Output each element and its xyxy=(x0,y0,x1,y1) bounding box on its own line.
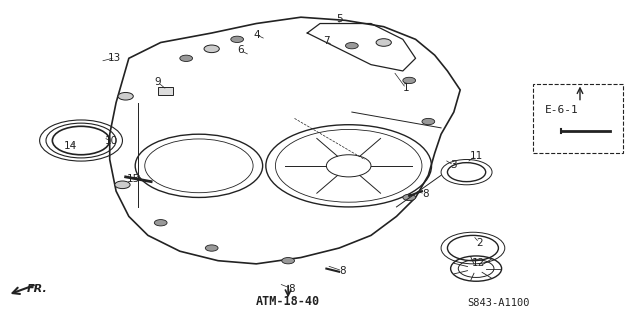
Text: 8: 8 xyxy=(422,189,428,199)
Circle shape xyxy=(180,55,193,62)
Text: 15: 15 xyxy=(127,174,141,184)
Circle shape xyxy=(115,181,130,189)
Text: 13: 13 xyxy=(108,53,122,63)
Text: 12: 12 xyxy=(472,258,484,268)
Text: 4: 4 xyxy=(253,30,260,40)
Text: 11: 11 xyxy=(470,151,483,161)
Circle shape xyxy=(376,39,392,46)
Text: 7: 7 xyxy=(323,36,330,46)
Circle shape xyxy=(282,257,294,264)
Text: FR.: FR. xyxy=(27,284,47,294)
Text: 10: 10 xyxy=(104,136,118,146)
Circle shape xyxy=(422,118,435,125)
Circle shape xyxy=(205,245,218,251)
Text: 8: 8 xyxy=(339,266,346,276)
Circle shape xyxy=(118,93,133,100)
Text: 2: 2 xyxy=(476,238,483,248)
Text: 9: 9 xyxy=(154,77,161,87)
Circle shape xyxy=(204,45,220,53)
Circle shape xyxy=(346,42,358,49)
Circle shape xyxy=(403,194,415,201)
Text: 6: 6 xyxy=(237,45,244,56)
Text: E-6-1: E-6-1 xyxy=(545,105,579,115)
Text: S843-A1100: S843-A1100 xyxy=(467,298,530,308)
Text: ATM-18-40: ATM-18-40 xyxy=(256,295,320,308)
Circle shape xyxy=(154,219,167,226)
Text: 8: 8 xyxy=(288,284,294,293)
Circle shape xyxy=(403,77,415,84)
Text: 1: 1 xyxy=(403,83,410,93)
Bar xyxy=(157,87,173,95)
Text: 5: 5 xyxy=(336,14,342,24)
Bar xyxy=(534,84,623,153)
Text: 3: 3 xyxy=(451,160,457,170)
Text: 14: 14 xyxy=(63,141,77,151)
Circle shape xyxy=(231,36,244,42)
